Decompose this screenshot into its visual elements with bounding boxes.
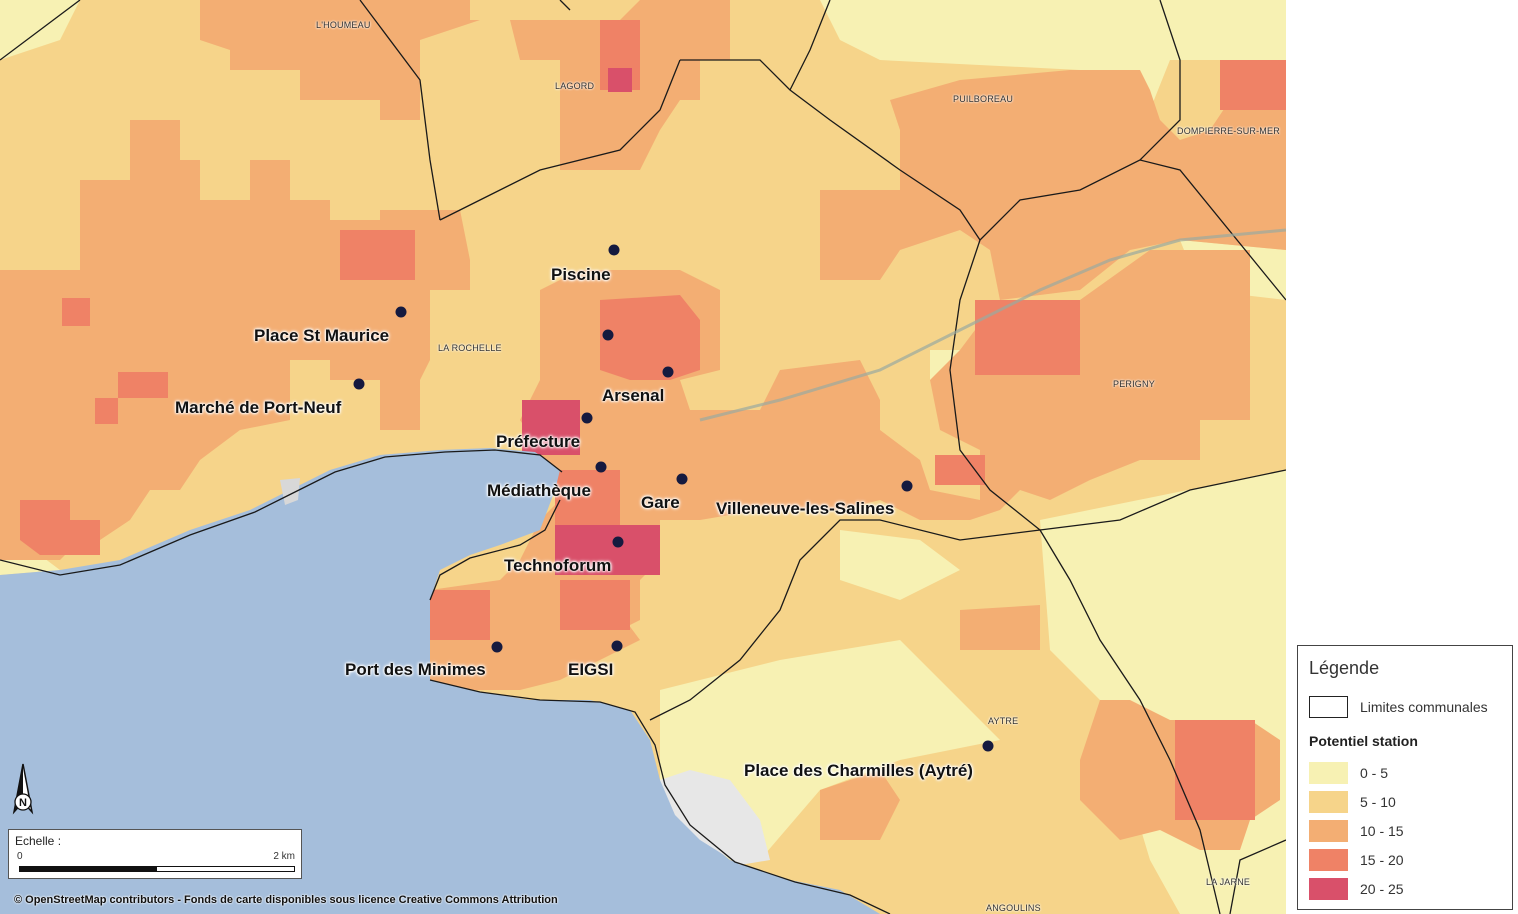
station-marker-arsenal-north[interactable] (602, 329, 614, 341)
legend: Légende Limites communales Potentiel sta… (1297, 645, 1513, 910)
station-marker-place-st-maurice[interactable] (395, 306, 407, 318)
legend-swatch (1309, 762, 1348, 784)
station-label-villeneuve: Villeneuve-les-Salines (716, 499, 895, 518)
north-arrow-icon: N (10, 762, 36, 816)
station-marker-villeneuve[interactable] (901, 480, 913, 492)
station-label-piscine: Piscine (551, 265, 611, 284)
place-label-puilboreau: PUILBOREAU (953, 94, 1014, 104)
station-label-prefecture: Préfecture (496, 432, 581, 451)
commune-boundaries (0, 0, 1286, 914)
place-label-lhoumeau: L'HOUMEAU (316, 20, 371, 30)
north-label: N (19, 797, 27, 809)
legend-class-5-10: 5 - 10 (1309, 791, 1509, 813)
station-marker-marche-port-neuf[interactable] (353, 378, 365, 390)
legend-title: Légende (1309, 658, 1380, 678)
station-marker-mediatheque[interactable] (595, 461, 607, 473)
station-marker-gare[interactable] (676, 473, 688, 485)
station-label-port-des-minimes: Port des Minimes (345, 660, 486, 679)
legend-class-label: 0 - 5 (1360, 765, 1389, 781)
station-label-eigsi: EIGSI (568, 660, 614, 679)
legend-swatch (1309, 791, 1348, 813)
place-label-la-rochelle: LA ROCHELLE (438, 343, 502, 353)
station-label-place-st-maurice: Place St Maurice (254, 326, 390, 345)
place-label-perigny: PERIGNY (1113, 379, 1155, 389)
scale-bar-box: Echelle : 0 2 km (8, 829, 302, 879)
map[interactable]: L'HOUMEAU LAGORD PUILBOREAU DOMPIERRE-SU… (0, 0, 1286, 914)
legend-class-10-15: 10 - 15 (1309, 820, 1509, 842)
scale-max-label: 2 km (273, 851, 295, 862)
pier (280, 478, 300, 505)
place-label-la-jarne: LA JARNE (1206, 877, 1251, 887)
scale-title: Echelle : (15, 834, 62, 848)
scale-zero-label: 0 (17, 851, 23, 862)
sea (0, 448, 880, 914)
legend-subtitle: Potentiel station (1309, 733, 1418, 749)
legend-class-label: 5 - 10 (1360, 794, 1396, 810)
station-label-gare: Gare (641, 493, 680, 512)
station-label-technoforum: Technoforum (504, 556, 612, 575)
station-marker-eigsi[interactable] (611, 640, 623, 652)
legend-class-label: 20 - 25 (1360, 881, 1404, 897)
legend-commune-boundary-swatch (1309, 696, 1348, 718)
legend-class-label: 15 - 20 (1360, 852, 1404, 868)
station-marker-port-des-minimes[interactable] (491, 641, 503, 653)
legend-swatch (1309, 878, 1348, 900)
legend-class-0-5: 0 - 5 (1309, 762, 1509, 784)
legend-swatch (1309, 820, 1348, 842)
place-label-aytre: AYTRE (988, 716, 1019, 726)
railway (699, 228, 1286, 422)
legend-class-20-25: 20 - 25 (1309, 878, 1509, 900)
legend-class-label: 10 - 15 (1360, 823, 1404, 839)
place-label-lagord: LAGORD (555, 81, 595, 91)
legend-class-15-20: 15 - 20 (1309, 849, 1509, 871)
legend-swatch (1309, 849, 1348, 871)
station-label-arsenal: Arsenal (602, 386, 665, 405)
station-marker-prefecture[interactable] (581, 412, 593, 424)
station-marker-arsenal[interactable] (662, 366, 674, 378)
legend-commune-boundary-label: Limites communales (1360, 699, 1488, 715)
scale-bar (19, 866, 295, 872)
beach (660, 770, 770, 865)
potential-zones-20-25 (522, 68, 660, 575)
place-label-dompierre: DOMPIERRE-SUR-MER (1177, 126, 1280, 136)
map-canvas (0, 0, 1286, 914)
place-label-angoulins: ANGOULINS (986, 903, 1041, 913)
potential-zones-15-20 (20, 20, 1286, 820)
station-marker-technoforum[interactable] (612, 536, 624, 548)
station-label-marche-port-neuf: Marché de Port-Neuf (175, 398, 342, 417)
station-marker-piscine[interactable] (608, 244, 620, 256)
station-marker-place-des-charmilles[interactable] (982, 740, 994, 752)
station-label-place-des-charmilles: Place des Charmilles (Aytré) (744, 761, 973, 780)
map-attribution: © OpenStreetMap contributors - Fonds de … (14, 894, 558, 906)
station-label-mediatheque: Médiathèque (487, 481, 591, 500)
